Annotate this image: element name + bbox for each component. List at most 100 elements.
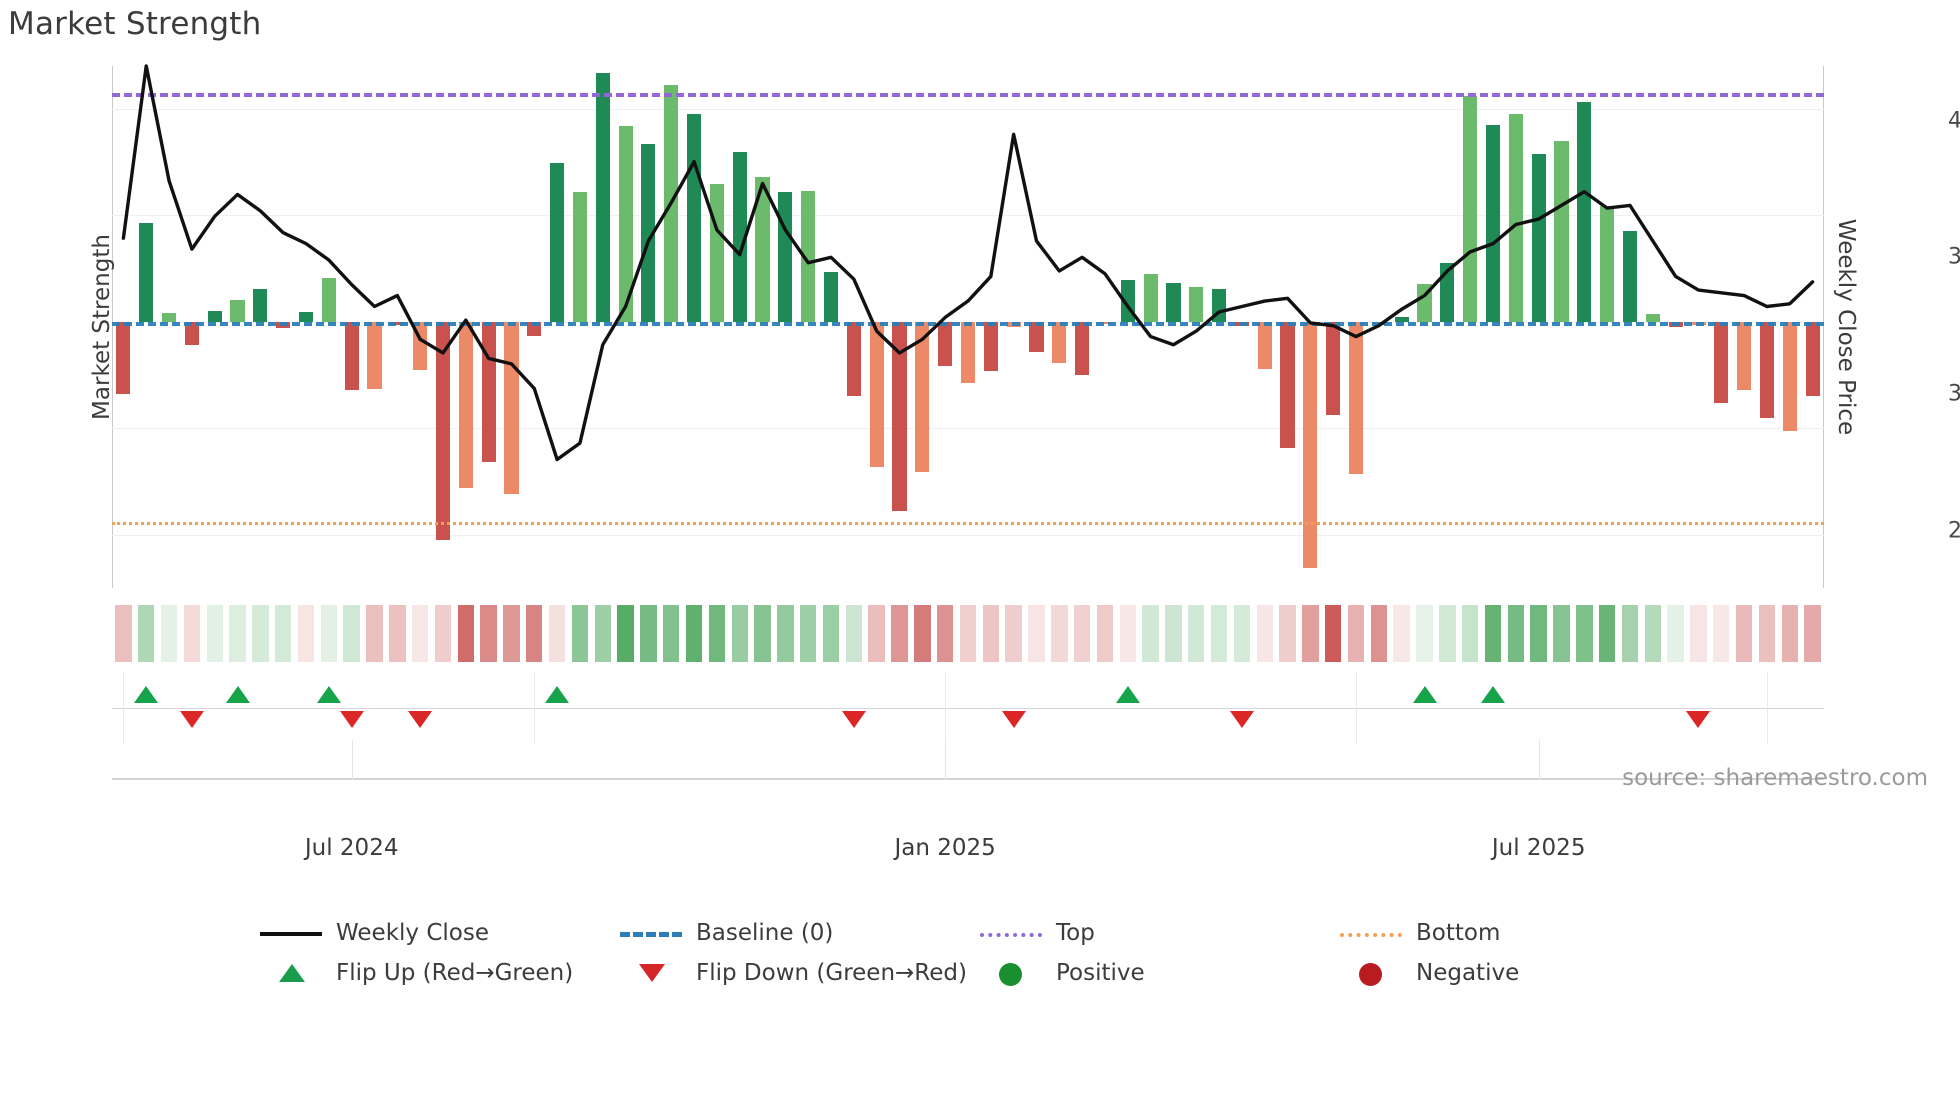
strength-bar[interactable]: [550, 162, 565, 322]
strength-bar[interactable]: [1303, 321, 1318, 568]
strength-bar[interactable]: [915, 321, 930, 472]
heat-cell[interactable]: [229, 605, 246, 662]
flip-up-marker[interactable]: [1115, 686, 1140, 703]
flip-down-marker[interactable]: [1229, 711, 1254, 728]
strength-bar[interactable]: [1120, 280, 1135, 322]
strength-bar[interactable]: [1782, 321, 1797, 432]
heat-cell[interactable]: [160, 605, 178, 662]
strength-bar[interactable]: [892, 321, 907, 512]
heat-cell[interactable]: [343, 605, 360, 662]
strength-bar[interactable]: [1759, 321, 1774, 418]
heat-cell[interactable]: [138, 605, 155, 662]
strength-bar[interactable]: [1166, 283, 1181, 322]
legend-item-flip-up[interactable]: Flip Up (Red→Green): [260, 960, 620, 986]
strength-bar[interactable]: [1189, 286, 1204, 322]
heat-cell[interactable]: [1302, 605, 1319, 662]
strength-bar[interactable]: [1737, 321, 1752, 390]
strength-bar[interactable]: [983, 321, 998, 371]
heat-cell[interactable]: [1028, 605, 1045, 662]
heat-cell[interactable]: [1690, 605, 1707, 662]
strength-bar[interactable]: [1029, 321, 1044, 352]
heat-cell[interactable]: [1165, 605, 1182, 662]
heat-cell[interactable]: [822, 605, 840, 662]
strength-bar[interactable]: [139, 222, 154, 322]
heat-cell[interactable]: [1005, 605, 1022, 662]
strength-bar[interactable]: [230, 300, 245, 322]
heat-cell[interactable]: [914, 605, 931, 662]
strength-bar[interactable]: [1463, 95, 1478, 322]
flip-up-marker[interactable]: [134, 686, 159, 703]
flip-down-marker[interactable]: [408, 711, 433, 728]
heat-cell[interactable]: [708, 605, 726, 662]
heat-cell[interactable]: [1233, 605, 1251, 662]
strength-bar[interactable]: [801, 190, 816, 322]
heat-cell[interactable]: [1439, 605, 1456, 662]
strength-bar[interactable]: [1326, 321, 1341, 416]
heat-cell[interactable]: [1416, 605, 1433, 662]
flip-up-marker[interactable]: [316, 686, 341, 703]
heat-cell[interactable]: [206, 605, 223, 662]
heat-cell[interactable]: [1073, 605, 1091, 662]
strength-bar[interactable]: [481, 321, 496, 463]
heat-cell[interactable]: [480, 605, 497, 662]
heat-cell[interactable]: [891, 605, 908, 662]
heat-cell[interactable]: [617, 605, 634, 662]
strength-bar[interactable]: [664, 85, 679, 322]
legend-item-positive[interactable]: Positive: [980, 960, 1340, 986]
strength-bar[interactable]: [823, 271, 839, 322]
heat-cell[interactable]: [1713, 605, 1730, 662]
strength-bar[interactable]: [1280, 321, 1295, 449]
strength-bar[interactable]: [1075, 321, 1090, 375]
heat-cell[interactable]: [320, 605, 338, 662]
strength-bar[interactable]: [687, 113, 702, 322]
strength-bar[interactable]: [1440, 263, 1455, 322]
strength-bar[interactable]: [344, 321, 359, 390]
strength-bar[interactable]: [1577, 102, 1592, 322]
strength-bar[interactable]: [755, 176, 770, 322]
heat-cell[interactable]: [594, 605, 611, 662]
heat-cell[interactable]: [1507, 605, 1525, 662]
heat-cell[interactable]: [936, 605, 954, 662]
strength-bar[interactable]: [253, 288, 268, 322]
strength-bar[interactable]: [435, 321, 451, 541]
legend-item-baseline[interactable]: Baseline (0): [620, 920, 980, 946]
heat-cell[interactable]: [1279, 605, 1296, 662]
strength-bar[interactable]: [1645, 314, 1660, 322]
strength-bar[interactable]: [1348, 321, 1364, 474]
flip-down-marker[interactable]: [841, 711, 866, 728]
flip-down-marker[interactable]: [339, 711, 364, 728]
flip-up-marker[interactable]: [1481, 686, 1505, 703]
heat-cell[interactable]: [274, 605, 292, 662]
heat-cell[interactable]: [1553, 605, 1570, 662]
strength-bar[interactable]: [321, 277, 336, 322]
strength-bar[interactable]: [869, 321, 884, 467]
strength-bar[interactable]: [504, 321, 519, 495]
heat-cell[interactable]: [389, 605, 406, 662]
strength-bar[interactable]: [1052, 321, 1067, 364]
heat-cell[interactable]: [845, 605, 863, 662]
heat-cell[interactable]: [1142, 605, 1159, 662]
strength-bar[interactable]: [778, 191, 793, 322]
heat-cell[interactable]: [434, 605, 452, 662]
flip-down-marker[interactable]: [179, 711, 204, 728]
heat-cell[interactable]: [571, 605, 589, 662]
strength-bar[interactable]: [1714, 321, 1729, 403]
strength-bar[interactable]: [618, 125, 633, 322]
heat-cell[interactable]: [411, 605, 429, 662]
heat-cell[interactable]: [663, 605, 680, 662]
heat-cell[interactable]: [1096, 605, 1114, 662]
strength-bar[interactable]: [1417, 284, 1432, 322]
strength-bar[interactable]: [732, 152, 747, 322]
legend-item-weekly-close[interactable]: Weekly Close: [260, 920, 620, 946]
heat-cell[interactable]: [1758, 605, 1776, 662]
strength-bar[interactable]: [413, 321, 428, 370]
strength-bar[interactable]: [367, 321, 382, 389]
heat-cell[interactable]: [1119, 605, 1136, 662]
legend-item-bottom[interactable]: Bottom: [1340, 920, 1700, 946]
heat-cell[interactable]: [982, 605, 1000, 662]
heat-cell[interactable]: [754, 605, 771, 662]
heat-cell[interactable]: [1393, 605, 1410, 662]
strength-bar[interactable]: [161, 313, 177, 322]
heat-cell[interactable]: [548, 605, 566, 662]
heat-cell[interactable]: [526, 605, 543, 662]
